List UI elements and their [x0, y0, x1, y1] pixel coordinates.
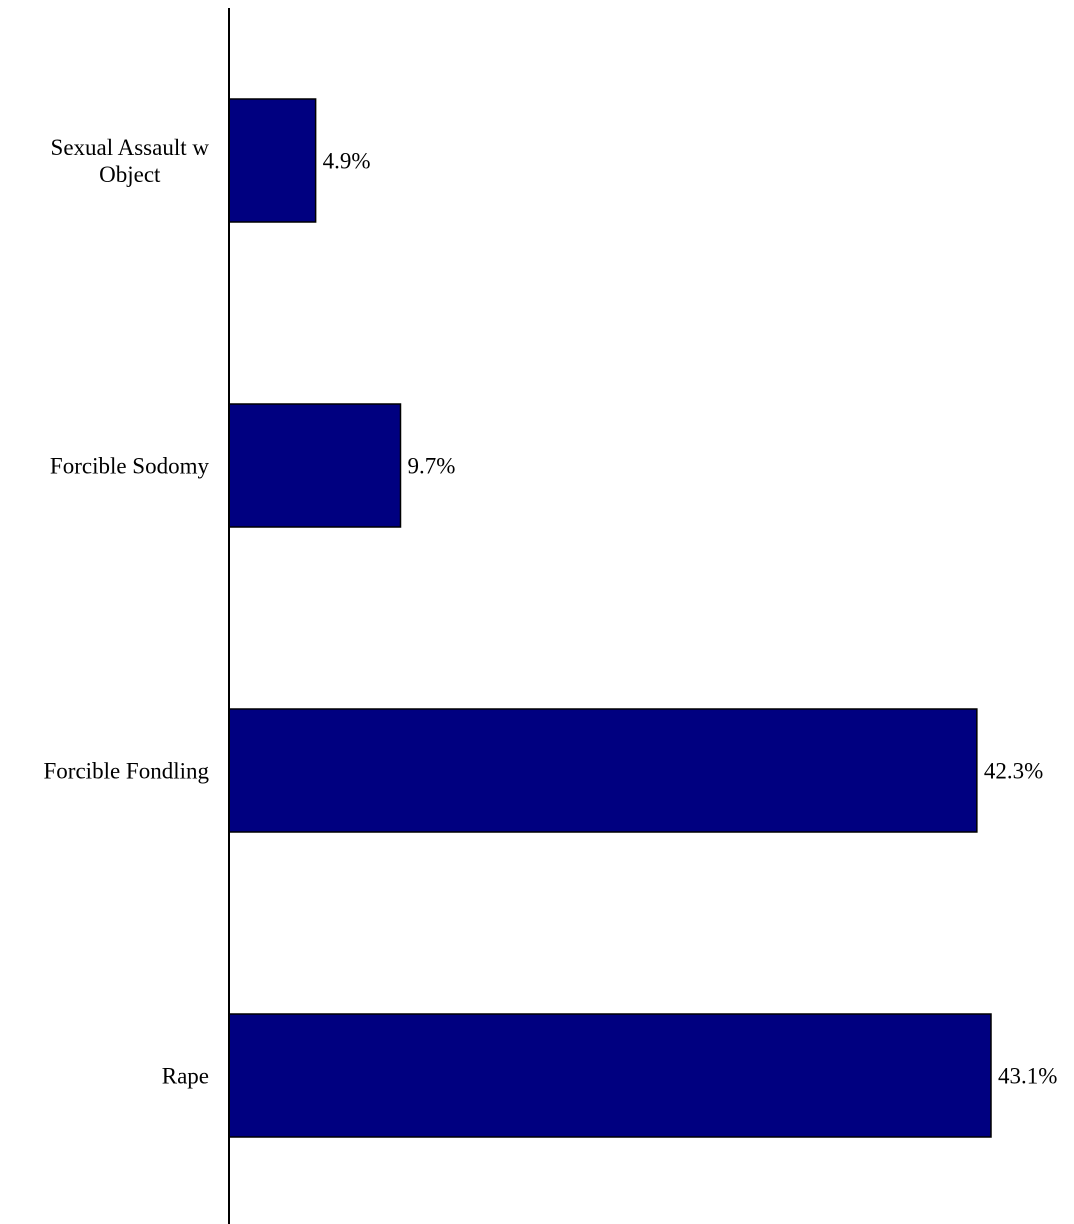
category-label-line: Object — [99, 162, 161, 187]
bar-3 — [228, 1013, 992, 1138]
category-label-line: Forcible Fondling — [44, 759, 210, 784]
category-label-line: Rape — [162, 1064, 209, 1089]
bar-1 — [228, 403, 402, 528]
value-label-0: 4.9% — [323, 149, 371, 174]
category-label-2: Forcible Fondling — [44, 759, 210, 784]
category-label-3: Rape — [162, 1064, 209, 1089]
category-label-1: Forcible Sodomy — [50, 454, 210, 479]
bar-0 — [228, 98, 317, 223]
category-label-0: Sexual Assault w Object — [51, 135, 210, 187]
category-label-group: Sexual Assault w Object Forcible Sodomy For… — [44, 135, 210, 1089]
value-label-group: 4.9% 9.7% 42.3% 43.1% — [323, 149, 1058, 1089]
value-label-3: 43.1% — [998, 1064, 1057, 1089]
category-label-line: Forcible Sodomy — [50, 454, 210, 479]
value-label-1: 9.7% — [407, 454, 455, 479]
bar-group — [228, 98, 992, 1138]
value-label-2: 42.3% — [984, 759, 1043, 784]
category-label-line: Sexual Assault w — [51, 135, 210, 160]
bar-2 — [228, 708, 978, 833]
